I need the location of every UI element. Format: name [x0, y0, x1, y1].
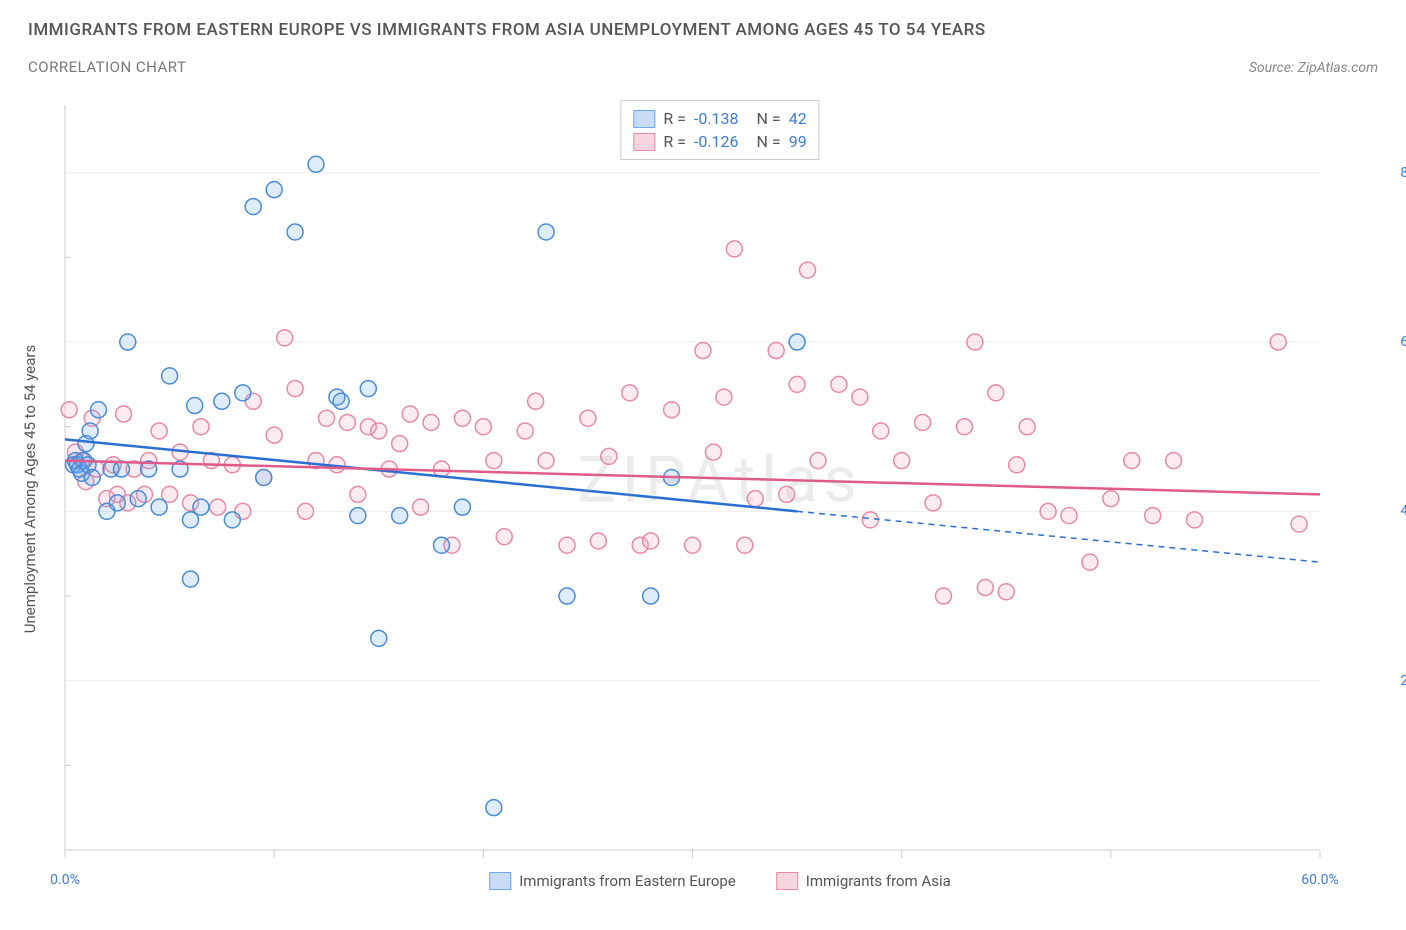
legend-r-label: R = [663, 109, 686, 128]
legend-row-series-1: R = -0.126 N = 99 [633, 130, 806, 153]
y-tick-label: 8.0% [1400, 165, 1406, 181]
legend-item-0: Immigrants from Eastern Europe [489, 872, 736, 890]
y-tick-label: 4.0% [1400, 503, 1406, 519]
legend-n-label: N = [757, 132, 781, 151]
chart-header: IMMIGRANTS FROM EASTERN EUROPE VS IMMIGR… [0, 0, 1406, 84]
y-axis-label: Unemployment Among Ages 45 to 54 years [21, 345, 39, 633]
chart-area: Unemployment Among Ages 45 to 54 years Z… [60, 100, 1380, 860]
chart-title: IMMIGRANTS FROM EASTERN EUROPE VS IMMIGR… [28, 20, 1378, 40]
source-attribution: Source: ZipAtlas.com [1249, 60, 1378, 76]
legend-label-1: Immigrants from Asia [806, 872, 951, 890]
legend-row-series-0: R = -0.138 N = 42 [633, 107, 806, 130]
legend-label-0: Immigrants from Eastern Europe [519, 872, 736, 890]
y-tick-label: 2.0% [1400, 673, 1406, 689]
legend-swatch-icon [776, 872, 798, 890]
legend-r-value-1: -0.126 [694, 132, 739, 151]
legend-swatch-0 [633, 110, 655, 128]
scatter-plot [60, 100, 1380, 860]
series-legend: Immigrants from Eastern Europe Immigrant… [489, 872, 951, 890]
source-name: ZipAtlas.com [1298, 60, 1378, 76]
legend-item-1: Immigrants from Asia [776, 872, 951, 890]
legend-n-value-0: 42 [789, 109, 807, 128]
x-tick-label: 60.0% [1301, 872, 1339, 888]
legend-n-label: N = [757, 109, 781, 128]
legend-r-label: R = [663, 132, 686, 151]
legend-n-value-1: 99 [789, 132, 807, 151]
legend-r-value-0: -0.138 [694, 109, 739, 128]
y-tick-label: 6.0% [1400, 334, 1406, 350]
x-tick-label: 0.0% [50, 872, 80, 888]
source-prefix: Source: [1249, 60, 1298, 76]
correlation-legend: R = -0.138 N = 42 R = -0.126 N = 99 [620, 100, 819, 160]
subtitle-row: CORRELATION CHART Source: ZipAtlas.com [28, 58, 1378, 76]
legend-swatch-icon [489, 872, 511, 890]
chart-subtitle: CORRELATION CHART [28, 58, 186, 76]
legend-swatch-1 [633, 133, 655, 151]
